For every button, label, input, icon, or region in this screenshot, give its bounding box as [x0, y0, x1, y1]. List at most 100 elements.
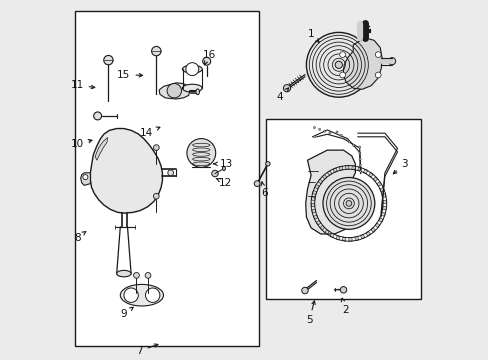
Text: 14: 14: [140, 127, 160, 138]
Text: 15: 15: [117, 69, 142, 80]
Polygon shape: [310, 203, 314, 207]
Polygon shape: [345, 166, 348, 169]
Polygon shape: [382, 206, 386, 210]
Polygon shape: [378, 218, 383, 222]
Text: 3: 3: [392, 159, 407, 174]
Polygon shape: [335, 235, 339, 240]
Text: 13: 13: [213, 159, 233, 169]
Text: 10: 10: [70, 139, 92, 149]
Polygon shape: [382, 200, 386, 203]
Circle shape: [352, 144, 354, 146]
Ellipse shape: [182, 65, 202, 73]
Bar: [75, 11, 258, 346]
Polygon shape: [370, 228, 375, 232]
Polygon shape: [332, 168, 337, 172]
Polygon shape: [360, 234, 364, 239]
Text: 12: 12: [216, 178, 232, 188]
Circle shape: [211, 170, 218, 177]
Circle shape: [344, 138, 346, 140]
Polygon shape: [374, 223, 379, 228]
Circle shape: [375, 72, 380, 78]
Circle shape: [203, 57, 210, 65]
Circle shape: [153, 145, 159, 150]
Polygon shape: [310, 197, 315, 201]
Circle shape: [347, 141, 350, 143]
Circle shape: [254, 181, 260, 186]
Polygon shape: [159, 83, 189, 99]
Ellipse shape: [182, 84, 202, 92]
Circle shape: [145, 273, 151, 278]
Polygon shape: [342, 237, 345, 241]
Ellipse shape: [222, 166, 225, 171]
Circle shape: [322, 177, 374, 229]
Polygon shape: [348, 238, 351, 241]
Polygon shape: [312, 190, 316, 194]
Text: 16: 16: [202, 50, 215, 65]
Polygon shape: [368, 172, 372, 177]
Polygon shape: [326, 171, 331, 175]
Text: 7: 7: [136, 344, 158, 356]
Circle shape: [153, 193, 159, 199]
Text: 5: 5: [305, 301, 315, 325]
Circle shape: [301, 287, 307, 294]
Circle shape: [82, 175, 88, 180]
Polygon shape: [317, 179, 322, 184]
Circle shape: [335, 61, 342, 68]
Polygon shape: [319, 225, 324, 230]
Circle shape: [313, 136, 315, 138]
Circle shape: [94, 112, 102, 120]
Circle shape: [339, 52, 345, 58]
Polygon shape: [379, 188, 384, 192]
Text: 8: 8: [74, 231, 86, 243]
Bar: [265, 119, 420, 299]
Circle shape: [123, 288, 138, 302]
Polygon shape: [329, 233, 334, 238]
Polygon shape: [316, 220, 320, 225]
Polygon shape: [314, 184, 319, 189]
Circle shape: [265, 162, 269, 166]
Circle shape: [186, 139, 215, 167]
Polygon shape: [322, 175, 326, 179]
Polygon shape: [305, 150, 355, 234]
Polygon shape: [324, 230, 328, 234]
Circle shape: [358, 146, 360, 148]
Polygon shape: [313, 215, 317, 219]
Polygon shape: [311, 209, 315, 213]
Text: 1: 1: [307, 29, 319, 42]
Ellipse shape: [120, 284, 163, 306]
Text: 11: 11: [70, 80, 95, 90]
Polygon shape: [357, 167, 361, 171]
Circle shape: [358, 158, 361, 160]
Text: 2: 2: [341, 298, 348, 315]
Polygon shape: [81, 173, 90, 185]
Text: 9: 9: [121, 307, 133, 319]
Circle shape: [185, 63, 199, 76]
Circle shape: [145, 288, 160, 302]
Circle shape: [103, 55, 113, 65]
Circle shape: [340, 134, 342, 136]
Polygon shape: [380, 212, 385, 216]
Circle shape: [335, 131, 338, 133]
Circle shape: [359, 170, 361, 172]
Text: 6: 6: [261, 182, 267, 198]
Circle shape: [328, 132, 330, 134]
Circle shape: [340, 287, 346, 293]
Polygon shape: [354, 237, 358, 240]
Polygon shape: [376, 182, 381, 186]
Circle shape: [306, 32, 370, 97]
Circle shape: [313, 126, 315, 129]
Circle shape: [339, 72, 345, 78]
Circle shape: [359, 164, 361, 166]
Circle shape: [133, 273, 139, 278]
Polygon shape: [351, 166, 355, 170]
Polygon shape: [90, 129, 162, 213]
Ellipse shape: [117, 270, 131, 277]
Circle shape: [318, 128, 320, 130]
Ellipse shape: [196, 89, 199, 95]
Circle shape: [283, 85, 290, 92]
Circle shape: [346, 201, 351, 206]
Polygon shape: [381, 194, 386, 198]
Polygon shape: [365, 231, 370, 236]
Circle shape: [167, 84, 181, 98]
Polygon shape: [363, 169, 367, 174]
